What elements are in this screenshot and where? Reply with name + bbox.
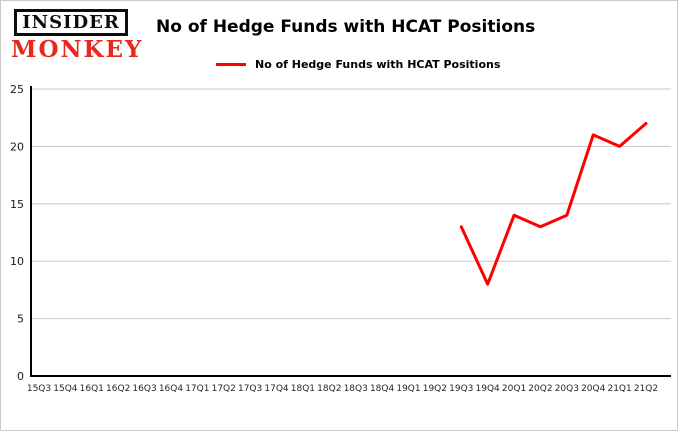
y-tick-label: 0 bbox=[17, 370, 24, 383]
series-line bbox=[459, 121, 648, 286]
x-tick-label: 20Q2 bbox=[528, 384, 552, 394]
x-tick-label: 20Q3 bbox=[555, 384, 579, 394]
legend-line-swatch bbox=[216, 63, 246, 66]
x-tick-label: 19Q3 bbox=[449, 384, 473, 394]
y-tick-label: 25 bbox=[10, 83, 24, 96]
x-tick-label: 17Q1 bbox=[185, 384, 209, 394]
x-tick-label: 18Q3 bbox=[344, 384, 368, 394]
x-tick-label: 17Q3 bbox=[238, 384, 262, 394]
x-tick-label: 16Q4 bbox=[159, 384, 184, 394]
y-tick-label: 20 bbox=[10, 140, 24, 153]
x-tick-label: 17Q4 bbox=[264, 384, 289, 394]
x-tick-label: 20Q1 bbox=[502, 384, 526, 394]
legend: No of Hedge Funds with HCAT Positions bbox=[216, 58, 500, 71]
logo-insider-text: INSIDER bbox=[14, 9, 128, 36]
y-tick-label: 10 bbox=[10, 255, 24, 268]
x-tick-label: 20Q4 bbox=[581, 384, 606, 394]
x-tick-label: 19Q2 bbox=[423, 384, 447, 394]
x-tick-label: 15Q3 bbox=[27, 384, 51, 394]
y-tick-label: 5 bbox=[17, 313, 24, 326]
y-tick-label: 15 bbox=[10, 198, 24, 211]
x-tick-label: 18Q1 bbox=[291, 384, 315, 394]
x-tick-label: 15Q4 bbox=[53, 384, 78, 394]
x-tick-label: 18Q4 bbox=[370, 384, 395, 394]
x-tick-label: 18Q2 bbox=[317, 384, 341, 394]
chart-title: No of Hedge Funds with HCAT Positions bbox=[156, 17, 536, 37]
plot-area: 0 5 10 15 20 25 15Q3 15Q4 16Q1 16Q2 16Q3 16Q4 17Q1 17… bbox=[1, 83, 677, 430]
x-tick-label: 21Q2 bbox=[634, 384, 658, 394]
logo-monkey-text: MONKEY bbox=[11, 36, 144, 63]
x-tick-label: 16Q3 bbox=[132, 384, 156, 394]
x-tick-label: 16Q2 bbox=[106, 384, 130, 394]
x-tick-label: 17Q2 bbox=[212, 384, 236, 394]
insider-monkey-logo: INSIDER MONKEY bbox=[11, 9, 144, 63]
legend-label: No of Hedge Funds with HCAT Positions bbox=[255, 58, 501, 71]
x-tick-label: 21Q1 bbox=[607, 384, 631, 394]
x-tick-label: 16Q1 bbox=[80, 384, 104, 394]
x-tick-label: 19Q1 bbox=[396, 384, 420, 394]
x-tick-label: 19Q4 bbox=[476, 384, 501, 394]
